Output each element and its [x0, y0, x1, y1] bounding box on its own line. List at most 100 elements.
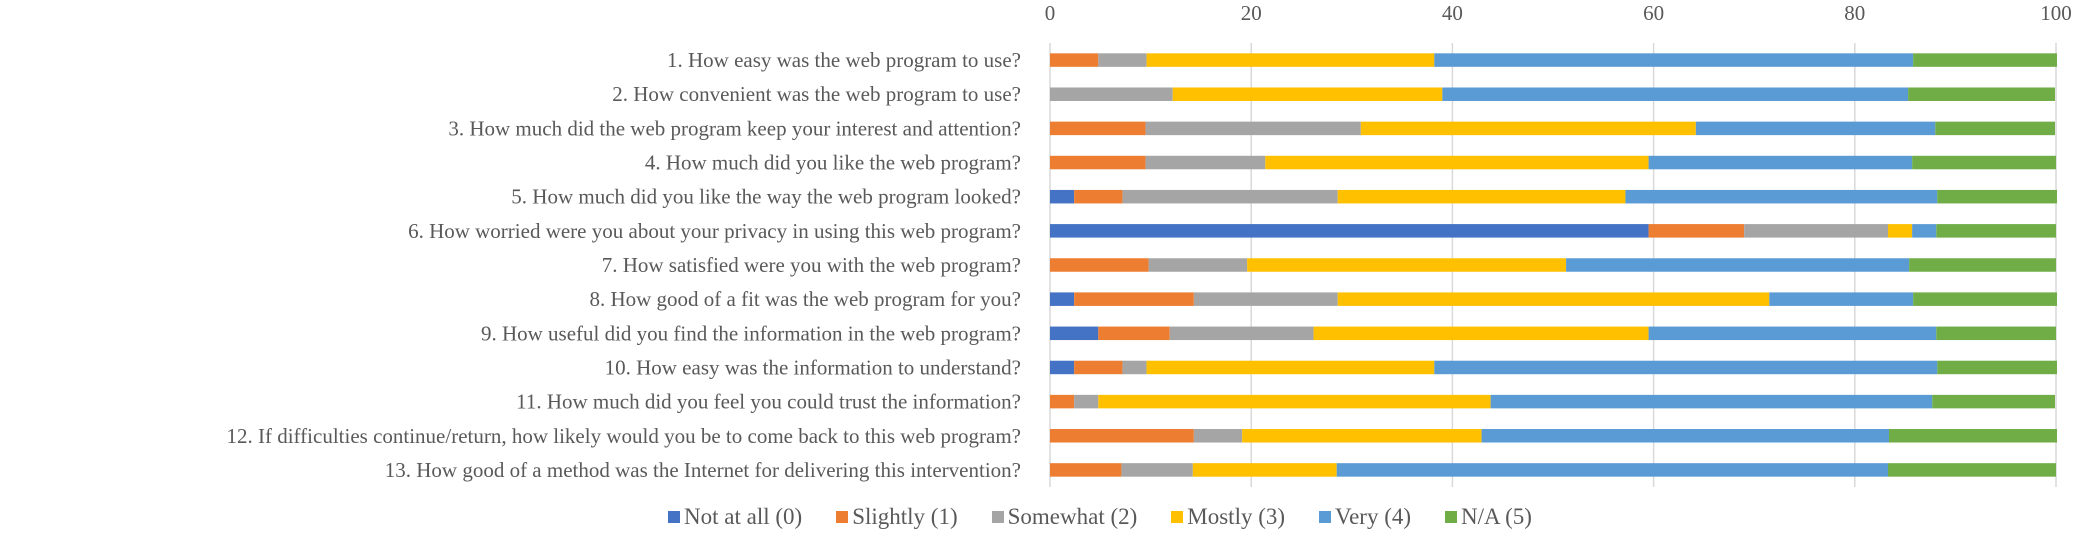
bar-segment: [1887, 463, 2056, 477]
bar-segment: [1442, 87, 1909, 101]
bar-segment: [1050, 360, 1075, 375]
legend: Not at all (0) Slightly (1) Somewhat (2) Mo…: [0, 502, 2075, 532]
legend-swatch-icon: [1171, 511, 1184, 523]
legend-swatch-icon: [1445, 511, 1458, 523]
category-label: 13. How good of a method was the Interne…: [385, 458, 1021, 482]
bar-segment: [1146, 360, 1435, 375]
bar-segment: [1192, 463, 1337, 477]
bar-segment: [1265, 155, 1649, 170]
bar-segment: [1050, 258, 1149, 272]
bar-segment: [1121, 463, 1193, 477]
bar-segment: [1050, 53, 1099, 67]
bar-segment: [1242, 429, 1482, 443]
bar-segment: [1744, 224, 1888, 238]
bar-segment: [1169, 326, 1314, 341]
bar-segment: [1050, 292, 1075, 306]
bar-segment: [1145, 121, 1361, 136]
bar-segment: [1050, 189, 1075, 204]
bar-segment: [1912, 224, 1937, 238]
bar-segment: [1172, 87, 1443, 101]
bar-segment: [1050, 224, 1649, 238]
legend-item: Not at all (0): [668, 504, 802, 530]
bar-segment: [1336, 463, 1888, 477]
bar-segment: [1193, 429, 1243, 443]
bar-segment: [1887, 224, 1913, 238]
legend-item: Mostly (3): [1171, 504, 1285, 530]
bars: [1050, 53, 2058, 477]
legend-label: Somewhat (2): [1007, 504, 1138, 529]
category-label: 10. How easy was the information to unde…: [605, 355, 1021, 379]
legend-label: Slightly (1): [852, 504, 958, 529]
category-label: 2. How convenient was the web program to…: [612, 82, 1021, 106]
bar-segment: [1050, 87, 1173, 101]
bar-segment: [1937, 360, 2058, 375]
bar-segment: [1074, 394, 1099, 409]
bar-segment: [1098, 394, 1491, 409]
x-tick-label: 20: [1241, 1, 1262, 25]
category-label: 8. How good of a fit was the web program…: [589, 287, 1021, 311]
x-tick-label: 80: [1844, 1, 1865, 25]
bar-segment: [1490, 394, 1933, 409]
category-label: 11. How much did you feel you could trus…: [516, 390, 1021, 414]
bar-segment: [1769, 292, 1914, 306]
category-label: 12. If difficulties continue/return, how…: [226, 424, 1021, 448]
bar-segment: [1098, 53, 1147, 67]
bar-segment: [1360, 121, 1696, 136]
x-tick-label: 0: [1045, 1, 1056, 25]
bar-segment: [1098, 326, 1170, 341]
category-label: 4. How much did you like the web program…: [645, 151, 1021, 175]
bar-segment: [1050, 155, 1146, 170]
bar-segment: [1337, 292, 1770, 306]
bar-segment: [1889, 429, 2058, 443]
legend-label: N/A (5): [1461, 504, 1532, 529]
category-labels: 1. How easy was the web program to use? 2…: [226, 48, 1021, 482]
bar-segment: [1193, 292, 1338, 306]
bar-segment: [1648, 326, 1937, 341]
x-axis-tick-labels: 0 20 40 60 80 100: [1045, 1, 2072, 25]
bar-segment: [1932, 394, 2055, 409]
bar-segment: [1625, 189, 1938, 204]
x-tick-label: 100: [2040, 1, 2072, 25]
x-tick-label: 60: [1643, 1, 1664, 25]
legend-label: Very (4): [1335, 504, 1412, 529]
legend-label: Mostly (3): [1187, 504, 1286, 529]
legend-swatch-icon: [991, 511, 1004, 523]
category-label: 6. How worried were you about your priva…: [408, 219, 1021, 243]
bar-segment: [1050, 326, 1099, 341]
bar-segment: [1912, 155, 2056, 170]
legend-swatch-icon: [836, 511, 849, 523]
bar-segment: [1913, 53, 2058, 67]
bar-segment: [1050, 394, 1075, 409]
legend-item: N/A (5): [1445, 504, 1532, 530]
legend-item: Slightly (1): [836, 504, 958, 530]
legend-swatch-icon: [1319, 511, 1332, 523]
bar-segment: [1337, 189, 1626, 204]
bar-segment: [1050, 463, 1122, 477]
x-tick-label: 40: [1442, 1, 1463, 25]
bar-segment: [1936, 224, 2056, 238]
bar-segment: [1434, 53, 1914, 67]
bar-segment: [1648, 155, 1913, 170]
legend-label: Not at all (0): [684, 504, 803, 529]
bar-segment: [1566, 258, 1910, 272]
bar-segment: [1122, 189, 1338, 204]
bar-segment: [1648, 224, 1745, 238]
bar-segment: [1935, 121, 2055, 136]
bar-segment: [1481, 429, 1890, 443]
legend-item: Somewhat (2): [991, 504, 1138, 530]
legend-swatch-icon: [668, 511, 681, 523]
bar-segment: [1074, 292, 1194, 306]
bar-segment: [1247, 258, 1567, 272]
legend-item: Very (4): [1319, 504, 1411, 530]
category-label: 7. How satisfied were you with the web p…: [602, 253, 1021, 277]
stacked-bar-chart: 0 20 40 60 80 100 1. How easy was the web pro…: [226, 1, 2072, 487]
bar-segment: [1122, 360, 1147, 375]
bar-segment: [1050, 121, 1146, 136]
category-label: 1. How easy was the web program to use?: [667, 48, 1021, 72]
bar-segment: [1313, 326, 1649, 341]
bar-segment: [1050, 429, 1194, 443]
bar-segment: [1146, 53, 1435, 67]
bar-segment: [1434, 360, 1938, 375]
bar-segment: [1074, 189, 1123, 204]
bar-segment: [1909, 258, 2056, 272]
